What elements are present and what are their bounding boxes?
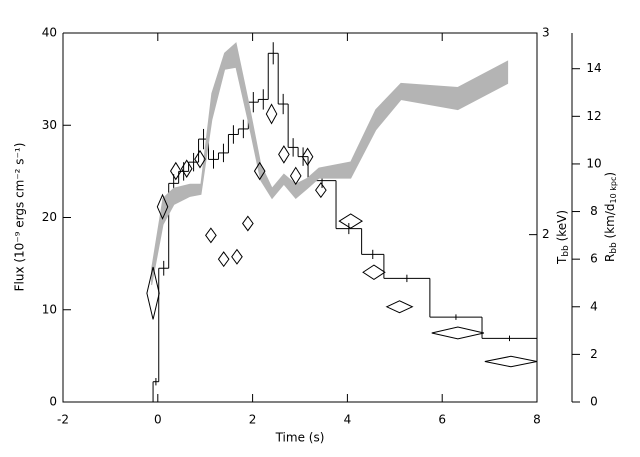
radius-diamond xyxy=(338,213,364,229)
x-tick-label: -2 xyxy=(57,413,69,427)
label-part: bb xyxy=(609,242,619,254)
y-tick-label: 40 xyxy=(42,26,57,40)
x-tick-label: 8 xyxy=(533,413,541,427)
y3-tick-label: 8 xyxy=(590,204,598,218)
radius-diamond xyxy=(231,248,243,265)
radius-diamond xyxy=(431,326,485,340)
radius-diamond xyxy=(205,227,217,244)
y3-tick-label: 0 xyxy=(590,395,598,409)
y-tick-label: 20 xyxy=(42,210,57,224)
label-part: bb xyxy=(561,245,571,257)
y2-tick-label: 3 xyxy=(542,26,550,40)
x-tick-label: 4 xyxy=(344,413,352,427)
x-tick-label: 2 xyxy=(249,413,257,427)
radius-diamond xyxy=(484,355,538,368)
radius-diamond xyxy=(289,166,302,186)
y3-tick-label: 6 xyxy=(590,252,598,266)
y-axis-label: Flux (10⁻⁹ ergs cm⁻² s⁻¹) xyxy=(13,143,27,292)
radius-diamond xyxy=(180,159,193,178)
y3-tick-label: 4 xyxy=(590,299,598,313)
radius-diamond xyxy=(362,264,386,280)
y-tick-label: 10 xyxy=(42,302,57,316)
y-tick-label: 30 xyxy=(42,118,57,132)
radius-diamond xyxy=(217,251,230,268)
temperature-band xyxy=(151,42,509,286)
radius-diamond xyxy=(301,147,314,167)
radius-diamond xyxy=(156,193,169,220)
y3-tick-label: 14 xyxy=(586,61,601,75)
x-tick-label: 6 xyxy=(438,413,446,427)
y2-tick-label: 2 xyxy=(542,227,550,241)
y2-axis-label: Tbb (keV) xyxy=(555,210,571,265)
radius-diamond xyxy=(315,182,327,199)
label-part: T xyxy=(555,256,569,265)
radius-diamond xyxy=(265,103,278,125)
y3-tick-label: 10 xyxy=(586,156,601,170)
radius-diamond xyxy=(253,161,266,181)
label-part: 10 kpc xyxy=(609,177,618,204)
label-part: (km/d xyxy=(603,203,617,242)
y-tick-label: 0 xyxy=(49,395,57,409)
y3-axis-label: Rbb (km/d10 kpc) xyxy=(603,172,619,262)
label-part: (keV) xyxy=(555,210,569,245)
radius-diamond xyxy=(170,161,182,181)
y3-tick-label: 12 xyxy=(586,109,601,123)
label-part: ) xyxy=(603,172,617,177)
radius-diamond xyxy=(194,149,206,169)
radius-diamond xyxy=(385,300,414,314)
x-tick-label: 0 xyxy=(154,413,162,427)
radius-diamond xyxy=(146,266,160,320)
radius-diamond xyxy=(242,215,254,232)
label-part: R xyxy=(603,254,617,262)
x-axis-label: Time (s) xyxy=(275,431,325,445)
y3-tick-label: 2 xyxy=(590,347,598,361)
radius-diamond xyxy=(278,145,290,164)
